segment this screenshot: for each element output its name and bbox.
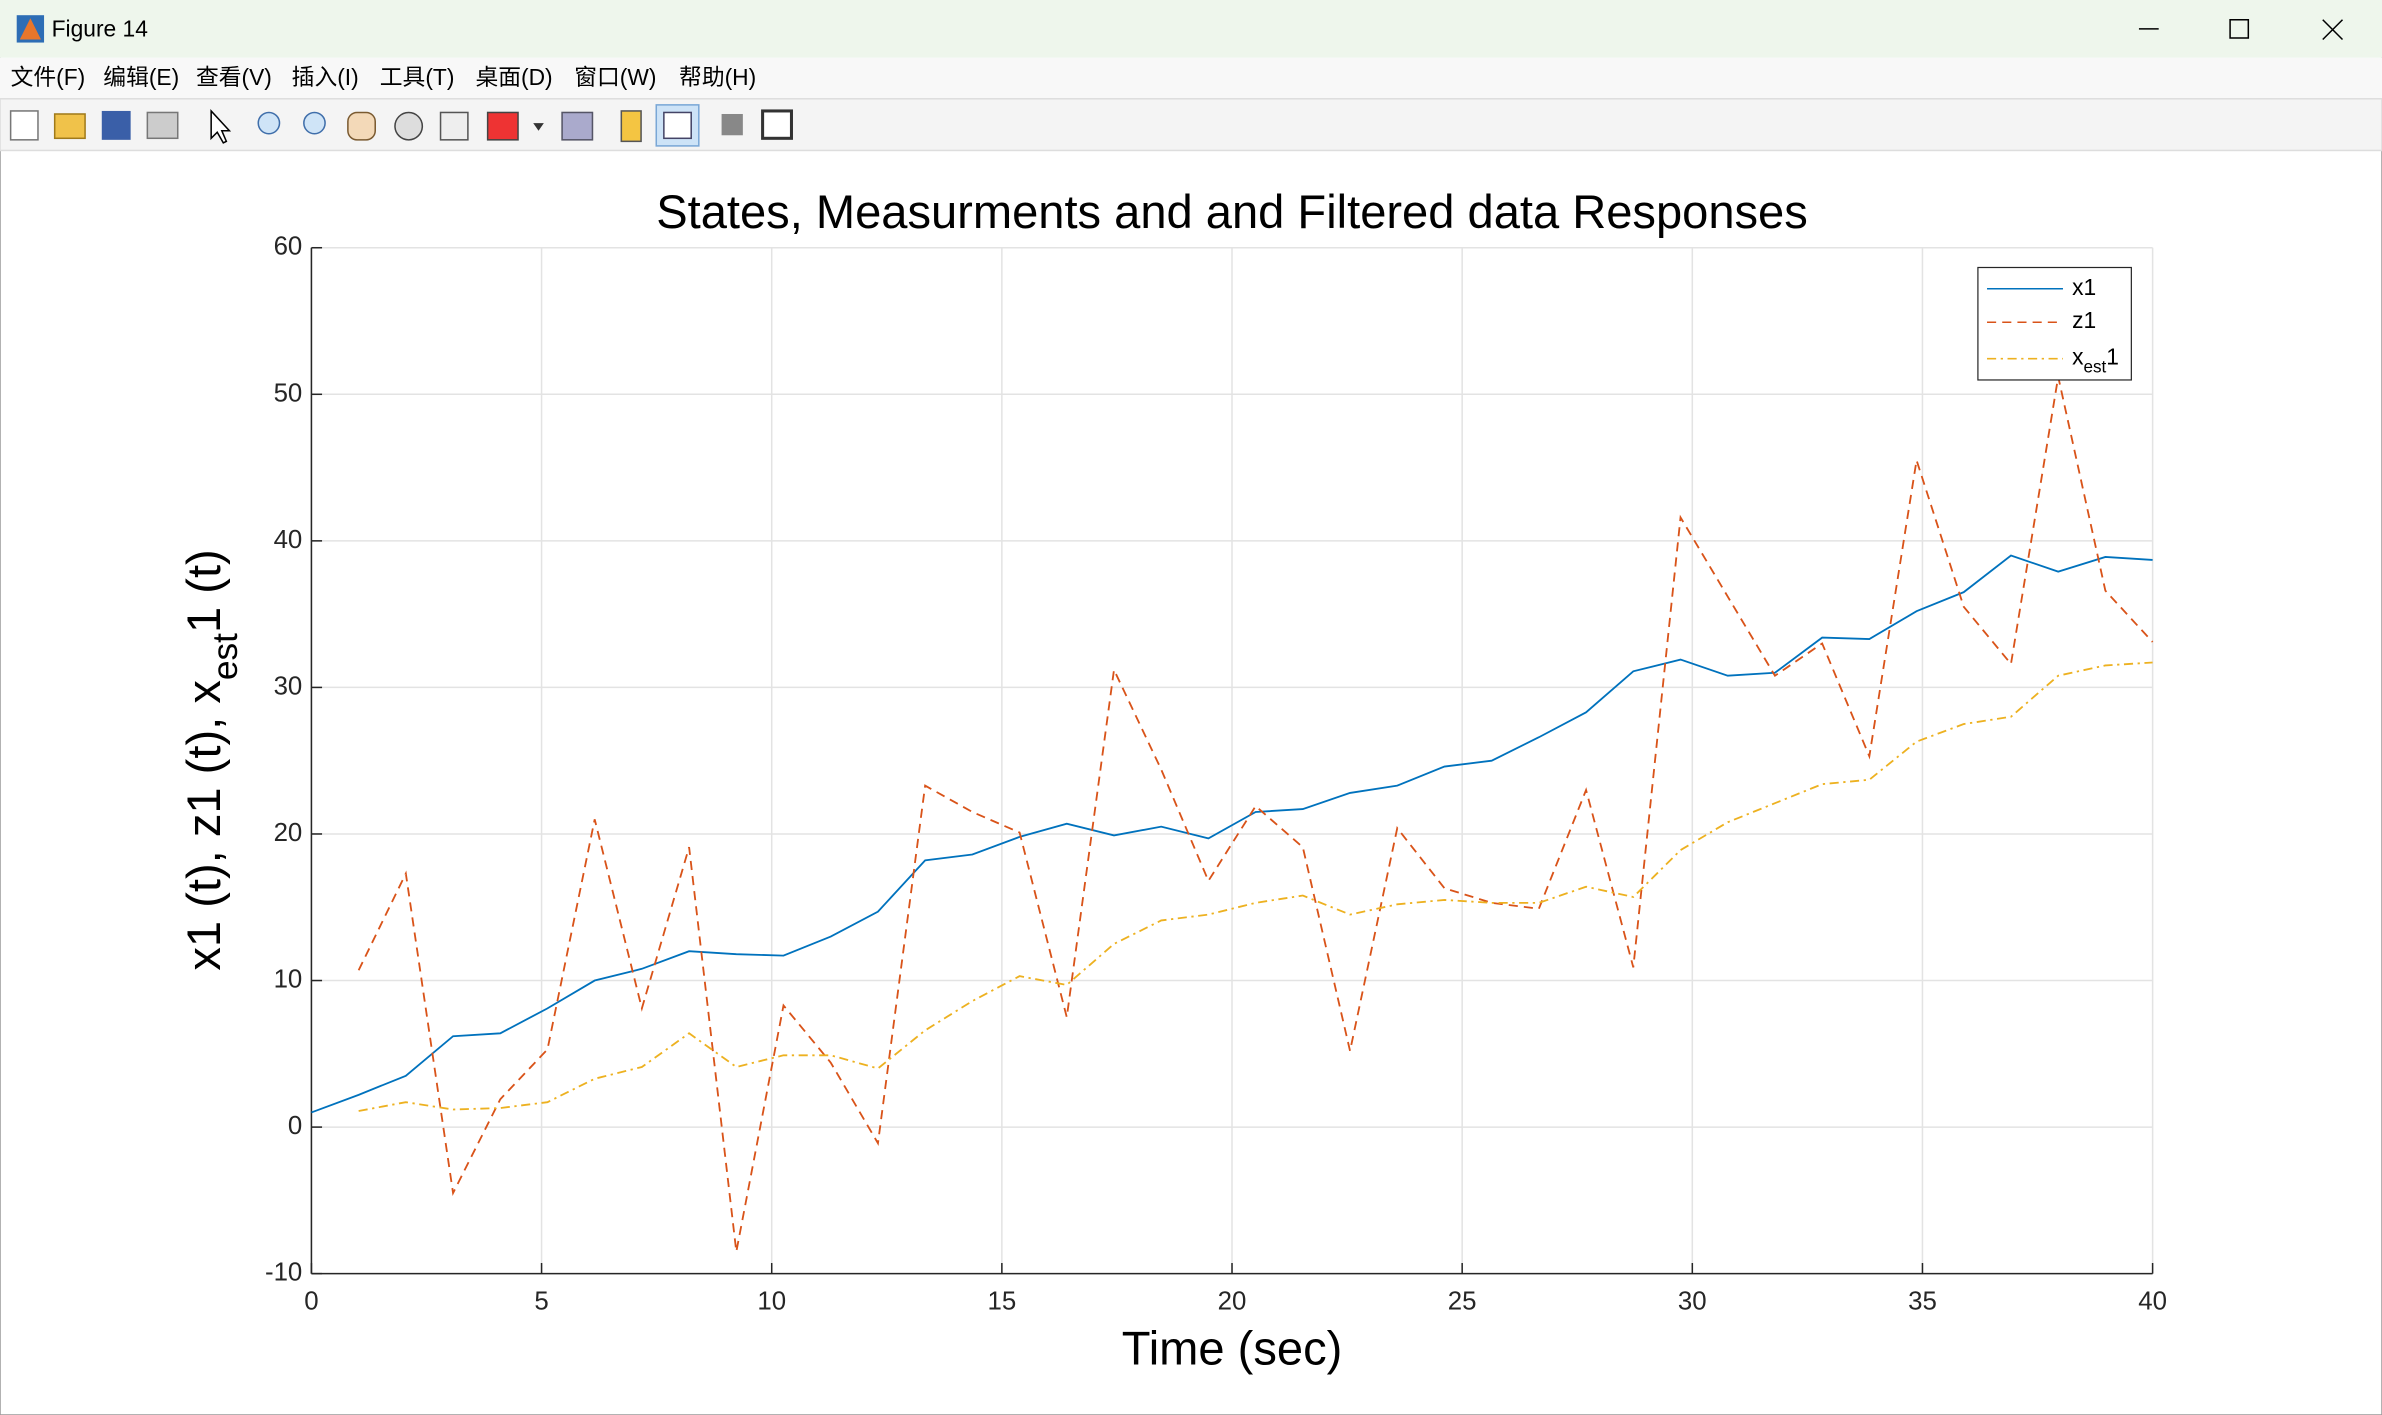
x-tick-label: 15: [988, 1287, 1017, 1315]
series-line: [357, 376, 2154, 1252]
legend-label: x1: [2072, 274, 2096, 300]
x-tick-label: 0: [304, 1287, 318, 1315]
x-tick-label: 40: [2138, 1287, 2167, 1315]
menu-item[interactable]: 帮助(H): [679, 64, 756, 90]
legend: x1 z1 xest​1: [1977, 266, 2132, 381]
y-tick-label: 60: [274, 233, 303, 261]
menu-item[interactable]: 窗口(W): [574, 64, 656, 90]
legend-icon[interactable]: [663, 111, 692, 140]
x-tick-label: 25: [1448, 1287, 1477, 1315]
title-bar: [0, 0, 2382, 58]
brush-dropdown[interactable]: [533, 123, 544, 131]
x-tick-label: 20: [1218, 1287, 1247, 1315]
dock-icon[interactable]: [761, 109, 793, 140]
menu-item[interactable]: 桌面(D): [475, 64, 552, 90]
datatip-icon[interactable]: [439, 111, 469, 141]
legend-box: [1977, 266, 2132, 381]
toolbar-icons: [9, 104, 793, 147]
y-tick-label: 20: [274, 819, 303, 847]
menu-item[interactable]: 查看(V): [196, 64, 272, 90]
y-tick-label: 50: [274, 379, 303, 407]
y-tick-label: 40: [274, 526, 303, 554]
menu-bar: [0, 57, 2382, 99]
chart: States, Measurments and and Filtered dat…: [178, 185, 2167, 1375]
legend-label: xest​1: [2072, 344, 2119, 377]
print-icon[interactable]: [146, 111, 179, 140]
x-axis-label: Time (sec): [1122, 1322, 1343, 1375]
x-tick-label: 30: [1678, 1287, 1707, 1315]
series-line: [358, 661, 2153, 1112]
menu-item[interactable]: 编辑(E): [103, 64, 179, 90]
x-tick-label: 5: [534, 1287, 548, 1315]
zoom-out-icon[interactable]: [303, 111, 326, 135]
close-button[interactable]: [2322, 19, 2344, 41]
pan-icon[interactable]: [347, 111, 376, 141]
colorbar-icon[interactable]: [620, 110, 642, 143]
link-icon[interactable]: [561, 111, 594, 141]
chart-title: States, Measurments and and Filtered dat…: [656, 185, 1808, 238]
y-axis-label: x1 (t), z1 (t), xest​1 (t): [178, 549, 245, 970]
x-tick-label: 35: [1908, 1287, 1937, 1315]
new-icon[interactable]: [9, 110, 39, 141]
x-tick-label: 10: [757, 1287, 786, 1315]
window-title: Figure 14: [52, 15, 148, 41]
app-icon-peak: [19, 18, 42, 40]
menu-items: 文件(F) 编辑(E) 查看(V) 插入(I) 工具(T) 桌面(D) 窗口(W) 帮助(H): [11, 64, 757, 90]
series-line: [311, 554, 2153, 1114]
menu-item[interactable]: 文件(F): [11, 64, 86, 90]
legend-label: z1: [2072, 307, 2096, 333]
rotate-icon[interactable]: [394, 111, 424, 141]
select-icon[interactable]: [210, 109, 232, 144]
menu-item[interactable]: 工具(T): [380, 64, 455, 90]
open-icon[interactable]: [53, 113, 86, 140]
menu-item[interactable]: 插入(I): [292, 64, 359, 90]
save-icon[interactable]: [101, 110, 131, 140]
hide-tools-icon[interactable]: [721, 113, 743, 136]
y-tick-label: -10: [265, 1258, 302, 1286]
brush-icon[interactable]: [486, 111, 519, 141]
zoom-in-icon[interactable]: [257, 111, 281, 135]
y-tick-label: 0: [288, 1112, 302, 1140]
y-tick-label: 10: [274, 965, 303, 993]
y-tick-label: 30: [274, 672, 303, 700]
maximize-button[interactable]: [2229, 18, 2250, 39]
